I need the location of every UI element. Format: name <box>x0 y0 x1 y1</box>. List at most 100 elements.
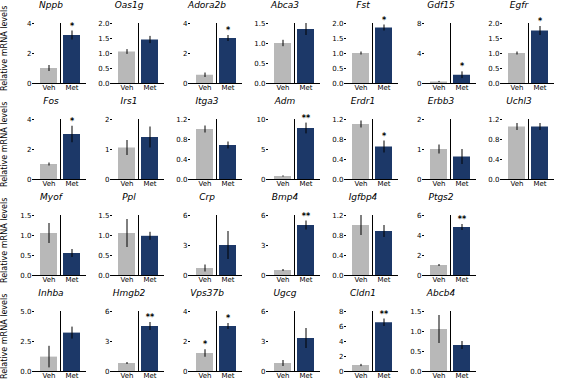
svg-text:Veh: Veh <box>199 276 212 284</box>
svg-text:1.5: 1.5 <box>488 35 499 43</box>
svg-text:0: 0 <box>183 80 187 88</box>
svg-text:Met: Met <box>143 180 156 188</box>
svg-text:6: 6 <box>105 308 110 316</box>
svg-text:0.5: 0.5 <box>20 252 31 260</box>
svg-text:Veh: Veh <box>433 372 446 380</box>
svg-text:Veh: Veh <box>355 372 368 380</box>
svg-text:0.5: 0.5 <box>254 60 265 68</box>
svg-text:0.0: 0.0 <box>98 80 109 88</box>
svg-text:Met: Met <box>455 372 468 380</box>
svg-text:0: 0 <box>105 368 109 376</box>
svg-text:0.5: 0.5 <box>488 65 499 73</box>
svg-text:Met: Met <box>65 276 78 284</box>
svg-text:1.2: 1.2 <box>332 116 343 124</box>
svg-text:0.8: 0.8 <box>488 136 499 144</box>
svg-text:3: 3 <box>261 242 265 250</box>
svg-text:0.0: 0.0 <box>176 176 187 184</box>
svg-text:1.0: 1.0 <box>488 50 499 58</box>
svg-text:2: 2 <box>183 50 187 58</box>
svg-text:*: * <box>382 16 387 25</box>
svg-text:1.0: 1.0 <box>20 232 31 240</box>
svg-text:0.4: 0.4 <box>332 156 344 164</box>
svg-text:Met: Met <box>143 84 156 92</box>
svg-text:1.0: 1.0 <box>254 40 265 48</box>
svg-text:1.5: 1.5 <box>332 35 343 43</box>
svg-text:4: 4 <box>183 308 188 316</box>
svg-text:Veh: Veh <box>511 180 524 188</box>
svg-text:1.0: 1.0 <box>98 232 109 240</box>
svg-text:Met: Met <box>65 84 78 92</box>
svg-text:2.5: 2.5 <box>20 338 31 346</box>
svg-text:4: 4 <box>417 50 422 58</box>
svg-text:0.5: 0.5 <box>410 348 421 356</box>
svg-text:Veh: Veh <box>121 180 134 188</box>
svg-text:Veh: Veh <box>277 180 290 188</box>
svg-text:0.5: 0.5 <box>98 65 109 73</box>
svg-text:0: 0 <box>27 176 31 184</box>
svg-text:Veh: Veh <box>43 84 56 92</box>
svg-text:Met: Met <box>299 276 312 284</box>
svg-text:0.5: 0.5 <box>332 65 343 73</box>
svg-text:Veh: Veh <box>199 372 212 380</box>
svg-text:1.0: 1.0 <box>98 50 109 58</box>
svg-text:2.0: 2.0 <box>488 20 499 28</box>
svg-text:1.0: 1.0 <box>332 50 343 58</box>
svg-text:*: * <box>226 314 231 323</box>
svg-text:1.5: 1.5 <box>254 20 265 28</box>
svg-text:4: 4 <box>417 232 422 240</box>
svg-text:1.2: 1.2 <box>176 116 187 124</box>
svg-text:Veh: Veh <box>511 84 524 92</box>
svg-text:*: * <box>203 340 208 349</box>
svg-text:0.5: 0.5 <box>98 252 109 260</box>
svg-text:0.8: 0.8 <box>332 232 343 240</box>
svg-text:2.0: 2.0 <box>98 20 109 28</box>
svg-text:1.5: 1.5 <box>98 35 109 43</box>
svg-text:Veh: Veh <box>277 372 290 380</box>
svg-text:2: 2 <box>105 116 109 124</box>
svg-text:0: 0 <box>417 176 421 184</box>
svg-text:Veh: Veh <box>355 180 368 188</box>
svg-text:0: 0 <box>183 272 187 280</box>
svg-text:Met: Met <box>221 84 234 92</box>
svg-text:0.4: 0.4 <box>488 156 500 164</box>
svg-text:0.8: 0.8 <box>332 136 343 144</box>
svg-text:2: 2 <box>27 50 31 58</box>
svg-text:0.0: 0.0 <box>488 80 499 88</box>
svg-text:4: 4 <box>339 338 344 346</box>
svg-text:Met: Met <box>299 372 312 380</box>
svg-text:5.0: 5.0 <box>20 308 31 316</box>
svg-text:Veh: Veh <box>43 372 56 380</box>
svg-text:1.0: 1.0 <box>410 328 421 336</box>
svg-text:0.0: 0.0 <box>98 272 109 280</box>
svg-text:0: 0 <box>339 368 343 376</box>
svg-text:Veh: Veh <box>43 180 56 188</box>
svg-text:*: * <box>460 62 465 71</box>
svg-text:Veh: Veh <box>199 84 212 92</box>
svg-text:Met: Met <box>533 180 546 188</box>
svg-text:Met: Met <box>377 180 390 188</box>
svg-text:6: 6 <box>261 212 266 220</box>
svg-text:Veh: Veh <box>355 84 368 92</box>
svg-text:*: * <box>382 132 387 141</box>
svg-text:Veh: Veh <box>277 84 290 92</box>
svg-text:1: 1 <box>105 146 109 154</box>
svg-text:1.5: 1.5 <box>410 308 421 316</box>
svg-text:**: ** <box>380 310 389 319</box>
svg-text:Met: Met <box>455 180 468 188</box>
svg-text:1.2: 1.2 <box>332 212 343 220</box>
svg-text:**: ** <box>146 313 155 322</box>
svg-text:Met: Met <box>455 84 468 92</box>
svg-text:3: 3 <box>261 338 265 346</box>
svg-text:Veh: Veh <box>121 84 134 92</box>
svg-text:4: 4 <box>27 116 32 124</box>
svg-text:6: 6 <box>417 212 422 220</box>
svg-text:4: 4 <box>183 20 188 28</box>
svg-text:Veh: Veh <box>433 180 446 188</box>
svg-text:5: 5 <box>261 146 265 154</box>
svg-text:0.0: 0.0 <box>332 80 343 88</box>
svg-text:0: 0 <box>417 272 421 280</box>
svg-text:Veh: Veh <box>121 276 134 284</box>
svg-text:Veh: Veh <box>43 276 56 284</box>
svg-text:Met: Met <box>221 180 234 188</box>
svg-text:4: 4 <box>27 20 32 28</box>
